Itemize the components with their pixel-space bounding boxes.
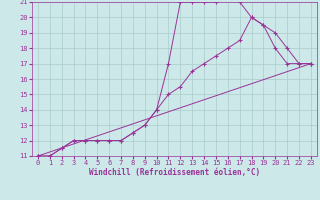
X-axis label: Windchill (Refroidissement éolien,°C): Windchill (Refroidissement éolien,°C) xyxy=(89,168,260,177)
